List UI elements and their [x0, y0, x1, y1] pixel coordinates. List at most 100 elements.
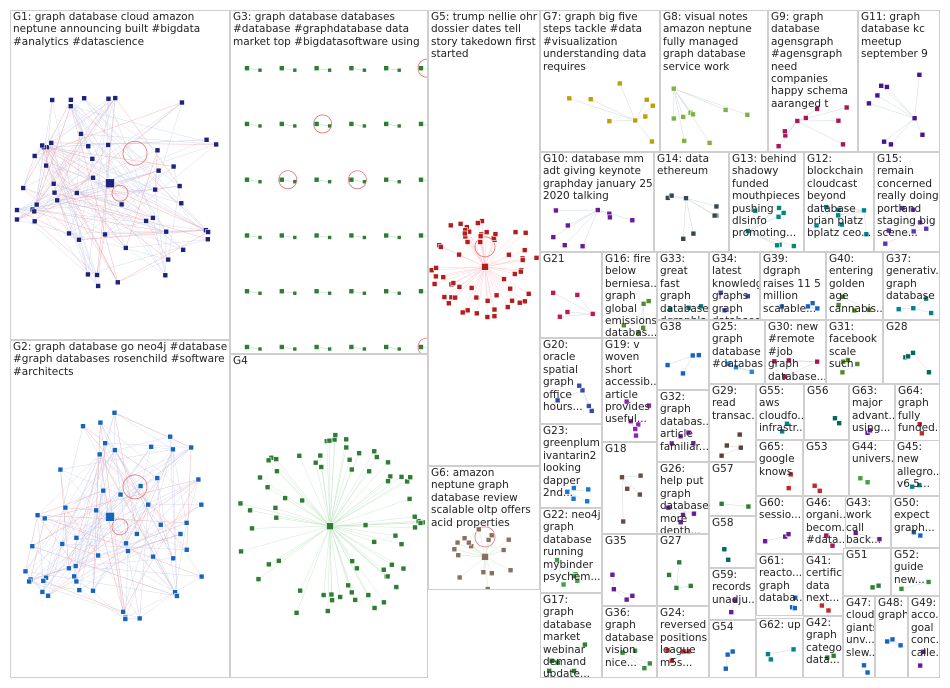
edge: [104, 443, 178, 597]
edge: [914, 74, 920, 119]
edge: [47, 543, 63, 596]
vertex: [95, 552, 101, 559]
cluster-panel-g51: G51: [843, 548, 891, 596]
edge: [484, 231, 516, 267]
vertex: [839, 294, 846, 300]
edge: [16, 170, 159, 211]
cluster-panel-g7: G7: graph big five steps tackle #data #v…: [540, 10, 660, 152]
vertex: [685, 429, 692, 436]
edge: [559, 313, 593, 317]
vertex: [646, 402, 652, 409]
cluster-network: [721, 546, 732, 563]
cluster-panel-g15: G15: remain concerned really doing portl…: [874, 152, 940, 252]
edge: [74, 576, 126, 620]
vertex: [477, 239, 484, 245]
vertex: [627, 418, 634, 425]
edge: [670, 307, 689, 310]
vertex: [292, 235, 298, 240]
vertex: [114, 279, 121, 286]
vertex: [489, 570, 495, 577]
edge: [797, 120, 844, 145]
vertex: [824, 654, 831, 661]
vertex: [762, 538, 768, 545]
vertex: [26, 578, 32, 585]
edge: [139, 591, 176, 619]
edge: [83, 98, 209, 233]
vertex: [459, 309, 466, 316]
edge: [46, 147, 119, 283]
edge: [73, 537, 77, 577]
edge: [623, 303, 644, 326]
vertex: [274, 468, 280, 474]
edge: [37, 454, 100, 516]
edge: [25, 515, 38, 572]
vertex: [680, 648, 687, 655]
vertex: [866, 307, 872, 313]
edge: [79, 490, 104, 591]
vertex: [438, 244, 444, 250]
cluster-panel-g12: G12: blockchain cloudcast beyond databas…: [804, 152, 874, 252]
cluster-panel-g65: G65: google knows: [756, 440, 803, 496]
vertex: [213, 141, 219, 148]
vertex: [195, 476, 202, 483]
vertex: [464, 239, 471, 245]
vertex: [554, 659, 561, 666]
edge: [299, 455, 331, 527]
cluster-network: [813, 204, 870, 237]
cluster-panel-g28: G28: [883, 320, 940, 384]
cluster-panel-g46: G46: organi... becom... #data...: [803, 496, 846, 554]
edge: [613, 588, 633, 597]
edge: [80, 97, 116, 135]
vertex: [396, 290, 402, 296]
edge: [553, 209, 598, 238]
cluster-panel-g61: G61: reacto... graph databa...: [756, 554, 803, 616]
vertex: [292, 290, 298, 296]
cluster-network: [665, 192, 720, 242]
cluster-network: [451, 526, 514, 589]
vertex: [557, 313, 563, 320]
vertex: [632, 117, 638, 124]
vertex: [383, 344, 389, 350]
edge: [76, 479, 199, 539]
vertex: [667, 306, 674, 313]
vertex: [680, 114, 686, 120]
edge: [114, 449, 202, 577]
vertex: [244, 121, 250, 127]
cluster-panel-g63: G63: major advant... using...: [849, 384, 895, 441]
edge: [329, 525, 416, 528]
edge: [299, 526, 331, 591]
cluster-network: [623, 398, 652, 439]
edge: [145, 220, 169, 260]
cluster-panel-g29: G29: read transac...: [709, 384, 756, 462]
vertex: [105, 142, 111, 148]
cluster-panel-g45: G45: new allegro... v6 5...: [894, 440, 940, 496]
vertex: [71, 573, 77, 580]
vertex: [480, 569, 487, 575]
edge: [296, 526, 331, 613]
vertex: [450, 280, 457, 286]
cluster-panel-g49: G49: acco... goal conc... calle...: [908, 596, 940, 678]
vertex: [76, 587, 83, 593]
vertex: [733, 364, 739, 371]
edge: [57, 200, 166, 276]
edge: [276, 458, 331, 527]
vertex: [673, 585, 680, 591]
vertex: [418, 288, 424, 295]
edge: [169, 436, 178, 596]
vertex: [897, 642, 904, 649]
vertex: [73, 535, 80, 541]
edge: [62, 507, 66, 544]
vertex: [273, 456, 280, 462]
edge: [626, 401, 631, 422]
cluster-panel-g25: G25: graph database #databas...: [709, 320, 765, 384]
cluster-panel-g37: G37: generativ... graph database: [883, 252, 940, 320]
edge: [259, 477, 331, 527]
vertex: [412, 524, 418, 531]
edge: [42, 145, 156, 190]
vertex: [713, 203, 720, 210]
edge: [464, 233, 486, 267]
cluster-network: [665, 504, 697, 526]
vertex: [343, 436, 349, 443]
edge: [329, 480, 389, 527]
edge: [673, 88, 685, 141]
